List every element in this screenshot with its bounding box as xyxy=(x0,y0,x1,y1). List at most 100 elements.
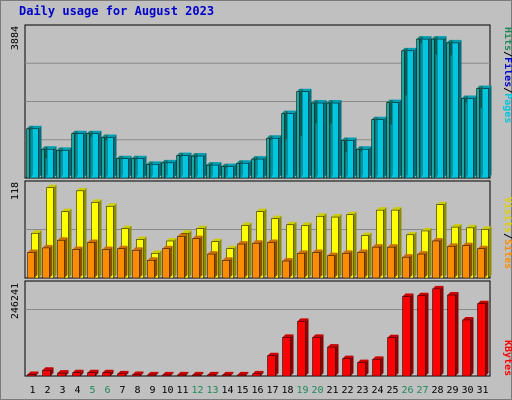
bar-face xyxy=(346,214,354,279)
bar-side xyxy=(395,334,399,376)
bar-files xyxy=(270,139,272,178)
bar-files xyxy=(330,123,332,178)
x-tick-label: 27 xyxy=(416,385,428,396)
bar-side xyxy=(49,244,53,278)
bar-side xyxy=(38,125,42,178)
bar-face xyxy=(222,374,231,377)
bar-side xyxy=(289,258,293,278)
bar-top xyxy=(42,367,54,371)
bar-top xyxy=(26,125,33,129)
bar-top xyxy=(342,355,354,359)
bar-files xyxy=(180,156,182,178)
bar-face xyxy=(177,374,186,377)
bar-sites xyxy=(297,250,308,279)
bar-face xyxy=(391,209,399,279)
bar-top xyxy=(436,201,447,205)
bar-side xyxy=(394,244,398,278)
bar-face xyxy=(386,102,390,179)
bar-face xyxy=(27,374,36,377)
bar-side xyxy=(454,243,458,278)
bar-face xyxy=(41,148,45,179)
bar-side xyxy=(290,334,294,376)
bar-side xyxy=(263,156,267,178)
bar-visits xyxy=(316,213,327,279)
bar-side xyxy=(409,254,413,278)
bar-side xyxy=(34,249,38,278)
bar-top xyxy=(192,371,204,375)
bar-face xyxy=(86,133,90,179)
bar-face xyxy=(102,372,111,377)
bar-sites xyxy=(162,245,173,279)
bar-sites xyxy=(57,237,68,279)
bar-sites xyxy=(402,254,413,279)
bar-top xyxy=(417,292,429,296)
bar-top xyxy=(376,207,387,211)
bar-files xyxy=(240,163,242,178)
x-tick-label: 16 xyxy=(251,385,263,396)
bar-side xyxy=(410,293,414,376)
bar-face xyxy=(462,319,471,377)
bar-side xyxy=(485,300,489,376)
bar-visits xyxy=(106,203,117,279)
bar-side xyxy=(79,246,83,278)
bar-kbytes xyxy=(237,371,249,377)
bar-top xyxy=(237,371,249,375)
bar-face xyxy=(57,239,65,279)
bar-sites xyxy=(147,257,158,279)
x-tick-label: 15 xyxy=(236,385,248,396)
bar-side xyxy=(383,116,387,178)
bar-files xyxy=(225,167,227,178)
bar-top xyxy=(117,370,129,374)
bar-face xyxy=(357,252,365,279)
bar-top xyxy=(372,356,384,360)
bar-top xyxy=(431,36,438,40)
bar-top xyxy=(76,187,87,191)
bar-face xyxy=(146,164,150,179)
bar-kbytes xyxy=(327,344,339,377)
bar-face xyxy=(206,164,210,179)
bar-side xyxy=(335,344,339,376)
bar-face xyxy=(192,374,201,377)
bar-kbytes xyxy=(117,370,129,377)
bar-top xyxy=(41,146,48,150)
bar-top xyxy=(256,208,267,212)
bar-top xyxy=(106,203,117,207)
bar-side xyxy=(140,371,144,376)
bar-side xyxy=(248,222,252,278)
bar-top xyxy=(211,238,222,242)
bar-face xyxy=(267,355,276,377)
bar-files xyxy=(105,140,107,178)
x-tick-label: 31 xyxy=(476,385,488,396)
bar-face xyxy=(447,246,455,279)
bar-top xyxy=(177,371,189,375)
bar-top xyxy=(342,250,353,254)
bar-face xyxy=(342,253,350,279)
bar-kbytes xyxy=(162,371,174,377)
bar-top xyxy=(57,370,69,374)
bar-top xyxy=(312,249,323,253)
bar-side xyxy=(308,222,312,278)
bar-face xyxy=(46,187,54,279)
bar-face xyxy=(447,294,456,377)
legend-kbytes: KBytes xyxy=(502,340,512,376)
bar-side xyxy=(125,370,129,376)
bar-top xyxy=(121,225,132,229)
bar-top xyxy=(466,224,477,228)
bar-side xyxy=(263,208,267,278)
bar-face xyxy=(461,98,465,179)
bar-sites xyxy=(387,244,398,279)
bar-face xyxy=(286,224,294,279)
bar-side xyxy=(185,371,189,376)
bar-top xyxy=(31,230,42,234)
bar-top xyxy=(357,359,369,363)
x-tick-label: 17 xyxy=(266,385,278,396)
bar-top xyxy=(477,300,489,304)
bar-side xyxy=(203,225,207,278)
bar-top xyxy=(372,244,383,248)
bar-top xyxy=(401,47,408,51)
bar-kbytes xyxy=(252,370,264,377)
bar-face xyxy=(387,337,396,377)
bar-kbytes xyxy=(432,285,444,377)
bar-face xyxy=(57,372,66,377)
x-tick-label: 28 xyxy=(431,385,443,396)
